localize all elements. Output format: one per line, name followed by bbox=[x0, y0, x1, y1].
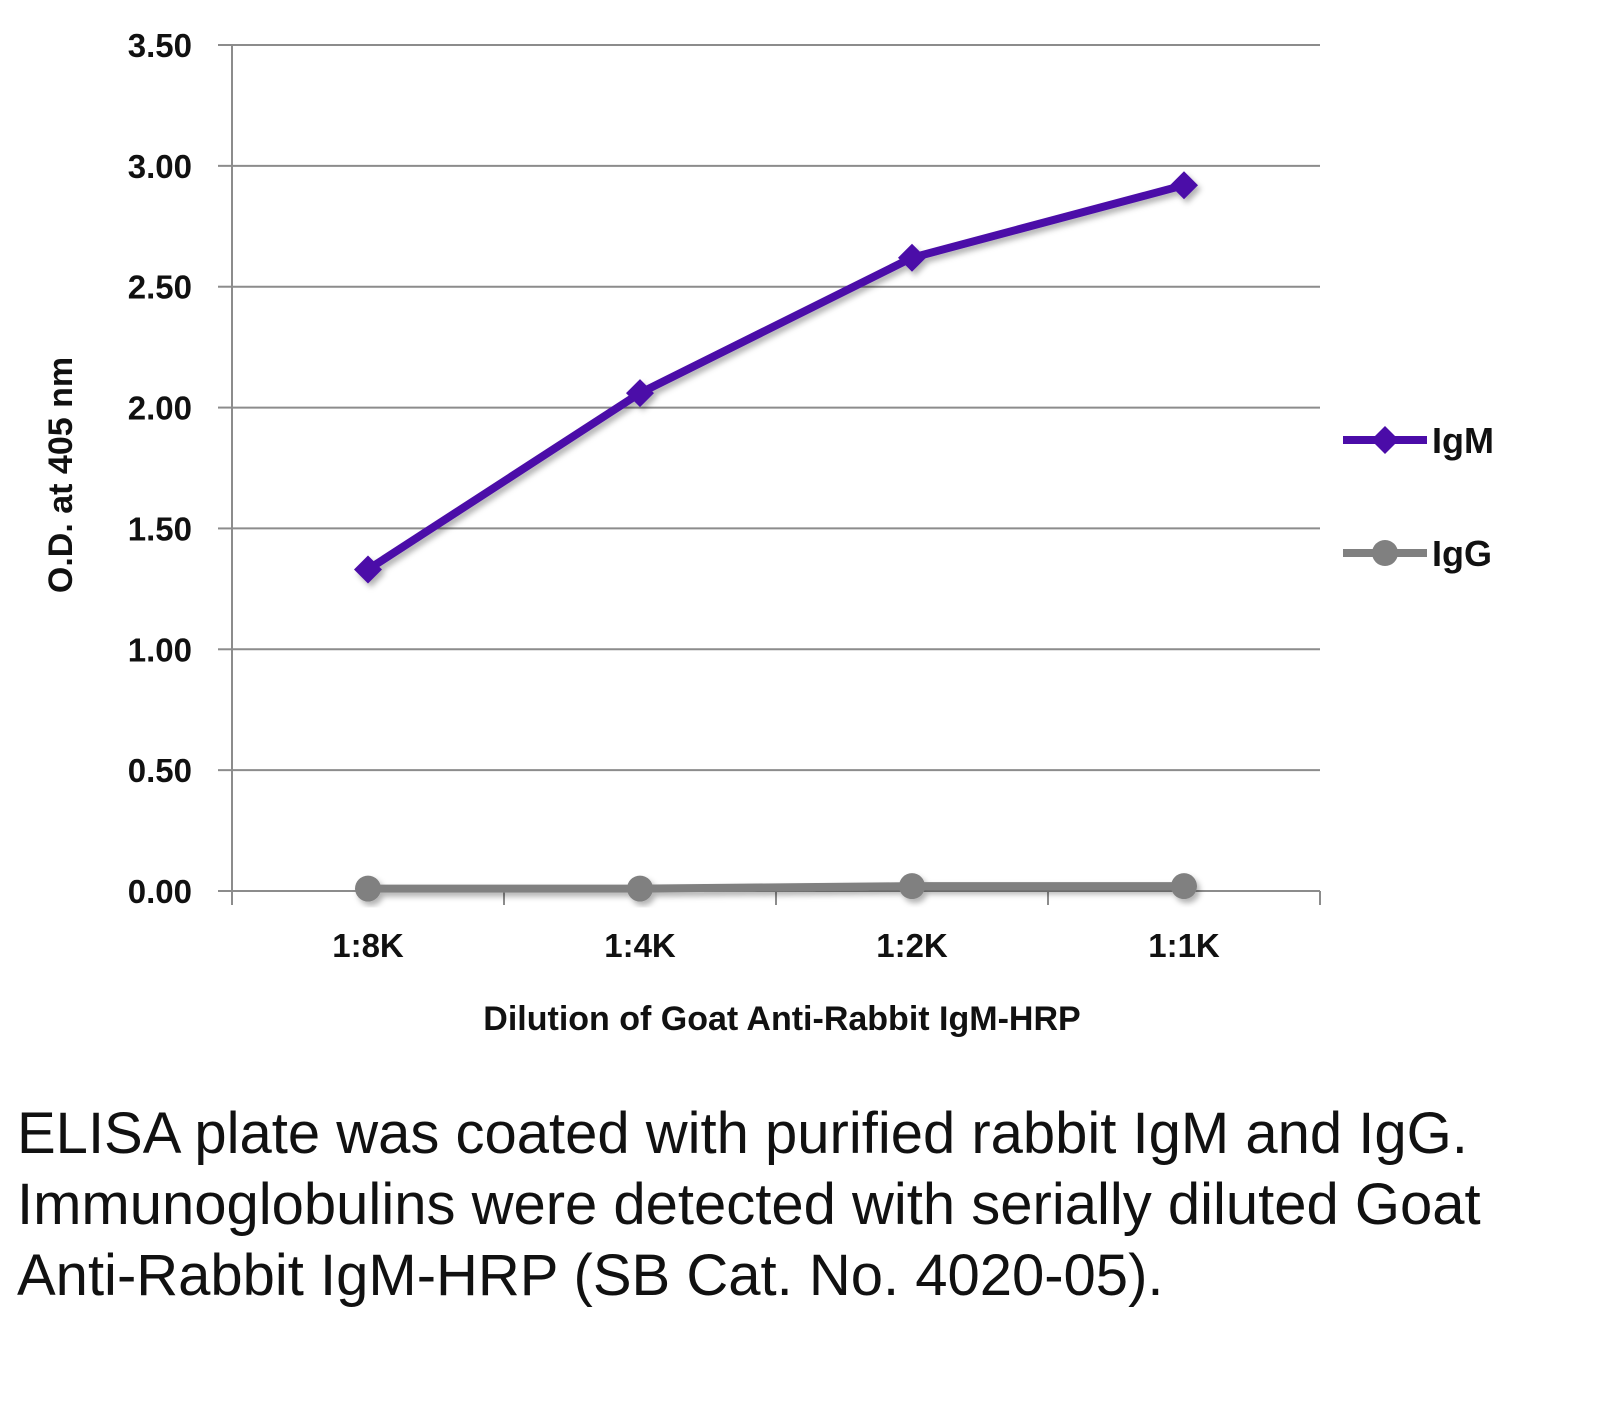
data-point-igm bbox=[626, 379, 654, 408]
x-tick-label: 1:8K bbox=[332, 927, 404, 964]
data-point-igg bbox=[627, 875, 653, 902]
series-line-igm bbox=[365, 181, 1186, 573]
data-point-igm bbox=[898, 243, 926, 272]
data-point-igg bbox=[1171, 873, 1197, 900]
legend-label-igm: IgM bbox=[1432, 420, 1494, 461]
series-igg bbox=[355, 873, 1197, 902]
x-tick-label: 1:2K bbox=[876, 927, 948, 964]
legend-label-igg: IgG bbox=[1432, 533, 1492, 574]
y-tick-label: 0.50 bbox=[128, 752, 192, 789]
data-point-igg bbox=[355, 875, 381, 902]
figure-caption: ELISA plate was coated with purified rab… bbox=[17, 1101, 1481, 1308]
legend-item-igm: IgM bbox=[1343, 420, 1494, 461]
series-group bbox=[354, 171, 1198, 902]
legend-marker-igm bbox=[1371, 426, 1399, 454]
axes bbox=[218, 44, 1321, 905]
legend-item-igg: IgG bbox=[1343, 533, 1492, 574]
legend-marker-igg bbox=[1372, 540, 1398, 566]
y-tick-label: 0.00 bbox=[128, 873, 192, 910]
y-tick-label: 3.00 bbox=[128, 148, 192, 185]
y-tick-label: 1.50 bbox=[128, 510, 192, 547]
data-point-igm bbox=[1170, 171, 1198, 200]
x-axis-title: Dilution of Goat Anti-Rabbit IgM-HRP bbox=[483, 1000, 1080, 1038]
x-tick-label: 1:4K bbox=[604, 927, 676, 964]
y-tick-label: 2.50 bbox=[128, 269, 192, 306]
x-tick-labels: 1:8K 1:4K 1:2K 1:1K bbox=[332, 927, 1220, 964]
x-tick-label: 1:1K bbox=[1148, 927, 1220, 964]
y-tick-label: 2.00 bbox=[128, 390, 192, 427]
series-line-igg bbox=[368, 882, 1184, 893]
y-tick-labels: 0.00 0.50 1.00 1.50 2.00 2.50 3.00 3.50 bbox=[128, 27, 192, 910]
y-axis-title: O.D. at 405 nm bbox=[42, 357, 80, 593]
legend: IgM IgG bbox=[1343, 420, 1494, 574]
y-tick-label: 1.00 bbox=[128, 631, 192, 668]
data-point-igg bbox=[899, 873, 925, 900]
y-tick-label: 3.50 bbox=[128, 27, 192, 64]
elisa-line-chart: 0.00 0.50 1.00 1.50 2.00 2.50 3.00 3.50 1:8K 1:4… bbox=[42, 27, 1494, 1038]
gridlines bbox=[232, 44, 1320, 772]
data-point-igm bbox=[354, 555, 382, 584]
series-igm bbox=[354, 171, 1198, 584]
